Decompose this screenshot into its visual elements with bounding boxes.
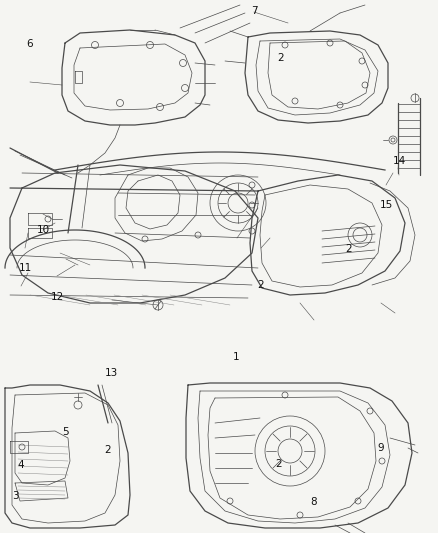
Text: 15: 15 bbox=[380, 200, 393, 210]
Text: 2: 2 bbox=[275, 459, 282, 469]
Text: 12: 12 bbox=[50, 293, 64, 302]
Text: 4: 4 bbox=[18, 460, 25, 470]
Text: 2: 2 bbox=[257, 280, 264, 290]
Text: 6: 6 bbox=[26, 39, 33, 49]
Text: 9: 9 bbox=[378, 443, 385, 453]
Text: 2: 2 bbox=[277, 53, 284, 62]
Text: 13: 13 bbox=[105, 368, 118, 378]
Text: 8: 8 bbox=[310, 497, 317, 507]
Text: 10: 10 bbox=[36, 225, 49, 235]
Text: 14: 14 bbox=[393, 156, 406, 166]
Text: 3: 3 bbox=[12, 491, 19, 500]
Text: 7: 7 bbox=[251, 6, 258, 15]
Text: 5: 5 bbox=[62, 427, 69, 437]
Text: 2: 2 bbox=[104, 446, 111, 455]
Text: 11: 11 bbox=[19, 263, 32, 272]
Text: 2: 2 bbox=[345, 245, 352, 254]
Text: 1: 1 bbox=[233, 352, 240, 362]
